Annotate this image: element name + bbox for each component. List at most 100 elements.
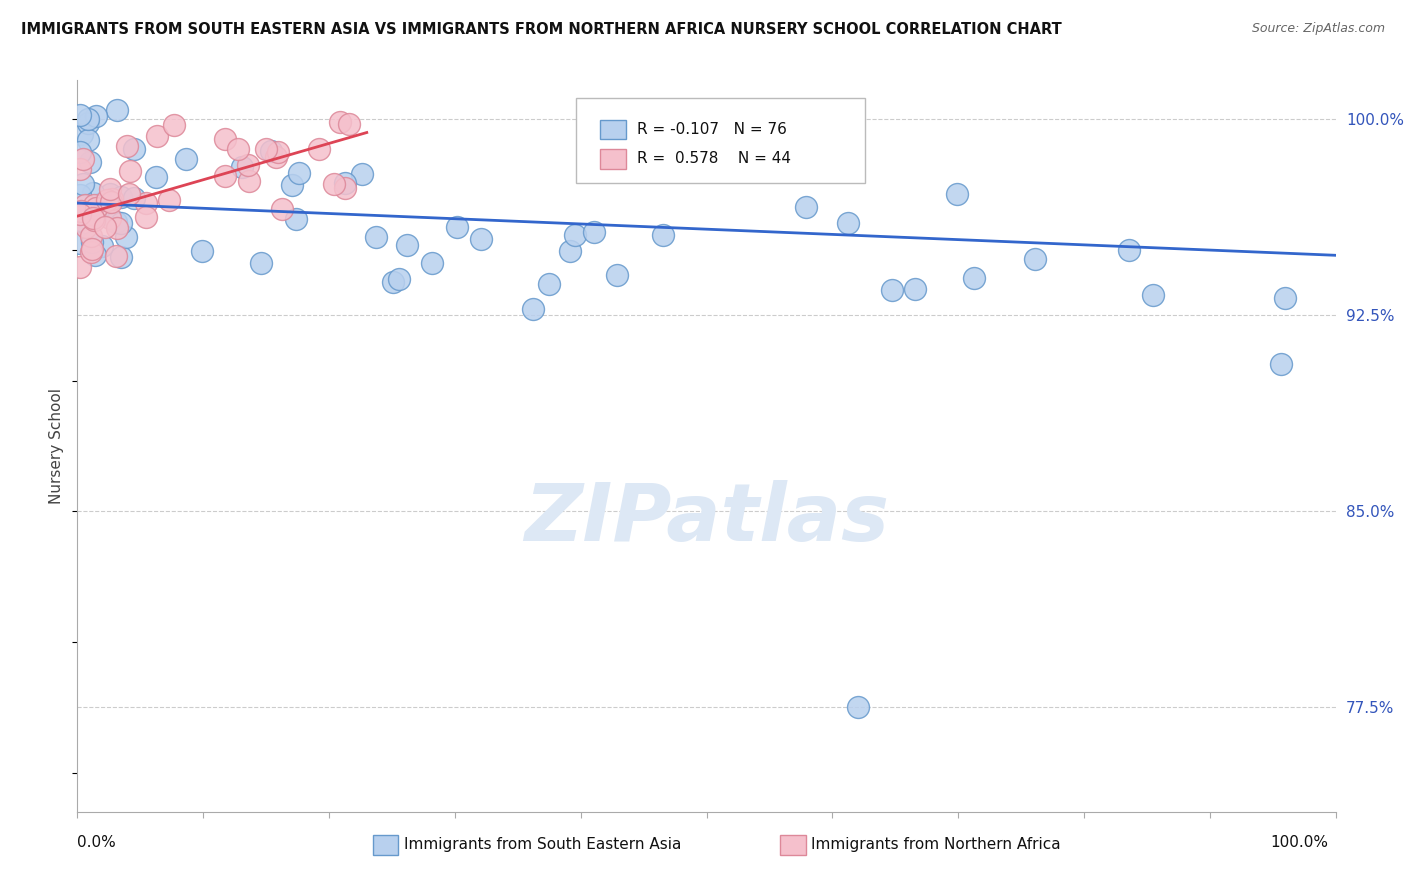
Point	[281, 178, 304, 192]
Point	[83, 198, 105, 212]
Point	[80, 229, 103, 244]
Point	[163, 118, 186, 132]
Point	[76, 133, 98, 147]
Point	[249, 256, 271, 270]
Point	[110, 251, 132, 265]
Point	[110, 190, 132, 204]
Point	[231, 160, 253, 174]
Point	[337, 117, 360, 131]
Point	[882, 283, 904, 297]
Point	[72, 153, 94, 167]
Point	[238, 158, 260, 172]
Point	[558, 244, 581, 259]
Point	[75, 201, 97, 215]
Point	[1274, 291, 1296, 305]
Point	[226, 142, 249, 156]
Point	[846, 700, 869, 714]
Point	[101, 192, 124, 206]
Point	[70, 203, 93, 218]
Point	[69, 162, 91, 177]
Text: ZIPatlas: ZIPatlas	[524, 480, 889, 558]
Point	[564, 228, 586, 243]
Point	[77, 116, 100, 130]
Text: 100.0%: 100.0%	[1271, 836, 1329, 850]
Point	[904, 282, 927, 296]
Point	[1270, 357, 1292, 371]
Point	[382, 275, 405, 289]
Point	[837, 216, 859, 230]
Point	[79, 155, 101, 169]
Point	[174, 152, 197, 166]
Point	[79, 244, 101, 259]
Point	[69, 235, 91, 250]
Point	[366, 229, 388, 244]
Point	[72, 199, 94, 213]
Point	[69, 145, 91, 159]
Point	[69, 260, 91, 274]
Point	[98, 186, 121, 201]
Point	[322, 178, 344, 192]
Point	[606, 268, 628, 282]
Point	[583, 225, 606, 239]
Point	[470, 232, 492, 246]
Point	[91, 195, 114, 210]
Point	[288, 166, 311, 180]
Point	[69, 207, 91, 221]
Point	[98, 211, 121, 226]
Point	[157, 194, 180, 208]
Point	[110, 216, 132, 230]
Point	[75, 220, 97, 235]
Point	[118, 187, 141, 202]
Point	[104, 215, 127, 229]
Point	[1118, 243, 1140, 257]
Point	[69, 108, 91, 122]
Point	[122, 191, 145, 205]
Point	[100, 194, 122, 209]
Point	[264, 150, 287, 164]
Point	[135, 210, 157, 224]
Point	[77, 112, 100, 127]
Point	[214, 169, 236, 184]
Point	[191, 244, 214, 259]
Point	[70, 127, 93, 141]
Point	[651, 227, 673, 242]
Point	[118, 164, 141, 178]
Point	[83, 208, 105, 222]
Point	[73, 197, 96, 211]
Point	[105, 248, 128, 262]
Point	[145, 170, 167, 185]
Point	[285, 212, 308, 227]
Text: Immigrants from Northern Africa: Immigrants from Northern Africa	[811, 838, 1062, 852]
Point	[80, 235, 103, 249]
Point	[522, 302, 544, 317]
Point	[420, 255, 443, 269]
Point	[946, 186, 969, 201]
Point	[82, 242, 104, 256]
Point	[84, 109, 107, 123]
Point	[308, 143, 330, 157]
Point	[631, 158, 654, 172]
Point	[963, 271, 986, 285]
Point	[537, 277, 560, 292]
Text: R =  0.578    N = 44: R = 0.578 N = 44	[637, 152, 792, 166]
Text: 0.0%: 0.0%	[77, 836, 117, 850]
Point	[84, 201, 107, 215]
Point	[146, 128, 169, 143]
Point	[1142, 288, 1164, 302]
Text: R = -0.107   N = 76: R = -0.107 N = 76	[637, 122, 787, 136]
Point	[1024, 252, 1046, 266]
Point	[82, 211, 104, 225]
Point	[333, 181, 356, 195]
Text: Immigrants from South Eastern Asia: Immigrants from South Eastern Asia	[404, 838, 681, 852]
Point	[94, 207, 117, 221]
Point	[794, 200, 817, 214]
Point	[266, 145, 288, 159]
Point	[135, 196, 157, 211]
Point	[329, 115, 352, 129]
Point	[82, 186, 104, 201]
Point	[271, 202, 294, 217]
Point	[72, 177, 94, 191]
Point	[93, 220, 115, 235]
Point	[396, 237, 419, 252]
Point	[69, 188, 91, 202]
